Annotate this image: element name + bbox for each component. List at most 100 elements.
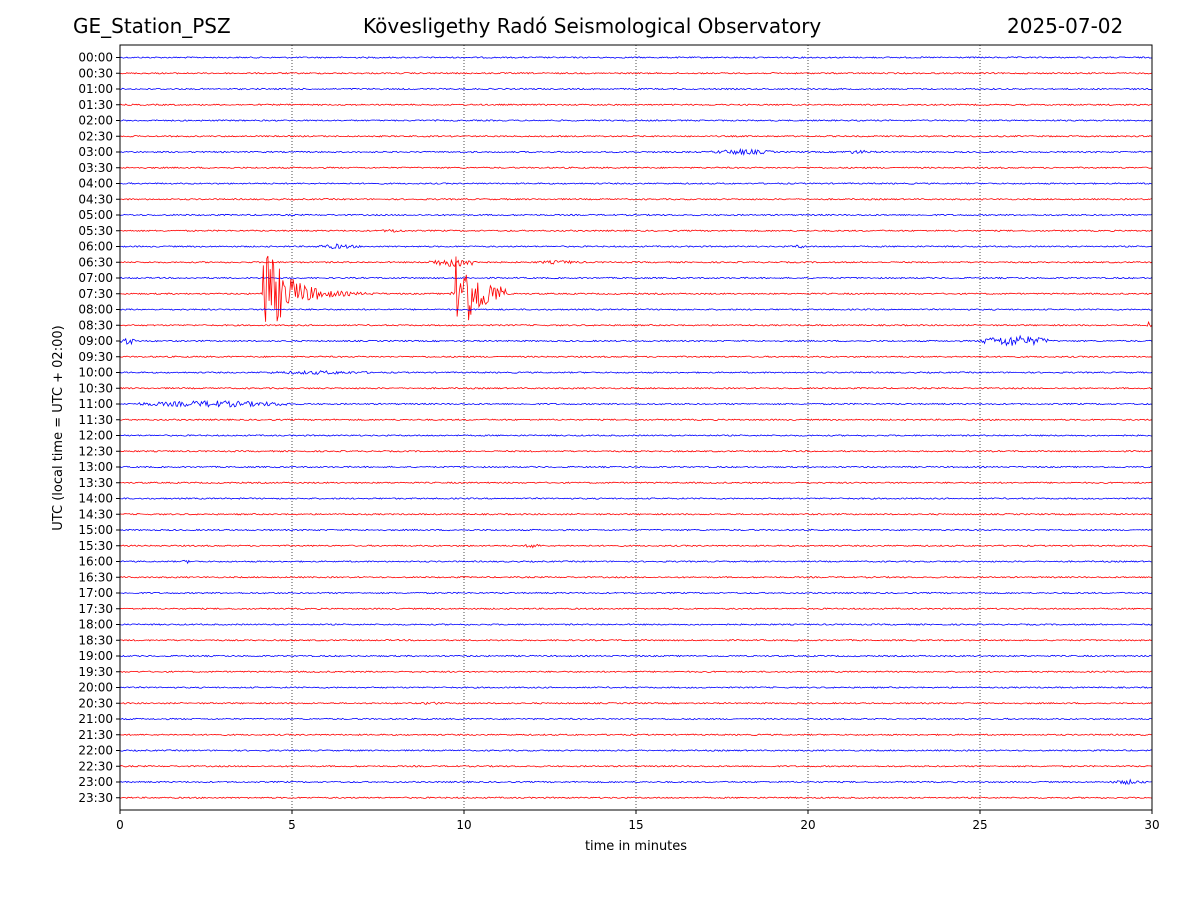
trace-1730 [119,607,1153,610]
x-tick-label: 30 [1144,818,1159,832]
x-tick-label: 20 [800,818,815,832]
trace-1700 [119,591,1153,595]
y-tick-label: 01:00 [78,82,113,96]
y-tick-label: 20:00 [78,681,113,695]
trace-0700 [119,276,1153,280]
y-tick-label: 14:00 [78,492,113,506]
trace-1330 [119,481,1153,485]
trace-1930 [119,670,1153,673]
y-tick-label: 19:30 [78,665,113,679]
y-tick-label: 07:30 [78,287,113,301]
y-tick-label: 23:30 [78,791,113,805]
trace-1530 [119,543,1153,549]
trace-0630 [119,258,1153,267]
trace-0000 [119,56,1153,59]
x-tick-label: 0 [116,818,124,832]
trace-1000 [119,369,1153,376]
trace-2030 [119,701,1153,705]
trace-1030 [119,386,1153,390]
trace-2200 [119,749,1153,752]
y-tick-label: 07:00 [78,271,113,285]
y-tick-label: 06:30 [78,255,113,269]
y-tick-label: 15:00 [78,523,113,537]
trace-1200 [119,434,1153,437]
y-tick-label: 14:30 [78,507,113,521]
trace-0830 [119,320,1153,328]
y-tick-label: 05:30 [78,224,113,238]
trace-1830 [119,638,1153,642]
y-tick-label: 03:30 [78,161,113,175]
y-tick-label: 18:00 [78,618,113,632]
grid-layer [291,45,981,810]
y-tick-label: 23:00 [78,775,113,789]
y-tick-label: 12:00 [78,429,113,443]
x-tick-label: 25 [972,818,987,832]
y-tick-label: 04:30 [78,192,113,206]
y-tick-label: 20:30 [78,696,113,710]
trace-0930 [119,355,1153,359]
trace-1800 [119,623,1153,626]
y-tick-label: 21:30 [78,728,113,742]
trace-0330 [119,166,1153,170]
trace-0730 [119,255,1153,322]
y-tick-label: 18:30 [78,633,113,647]
y-tick-label: 21:00 [78,712,113,726]
y-tick-label: 13:30 [78,476,113,490]
y-tick-label: 02:00 [78,114,113,128]
trace-0300 [119,147,1153,156]
trace-1100 [119,400,1153,408]
y-tick-label: 03:00 [78,145,113,159]
y-tick-label: 22:00 [78,744,113,758]
y-tick-label: 11:30 [78,413,113,427]
x-tick-label: 5 [288,818,296,832]
trace-1900 [119,654,1153,658]
y-axis-label: UTC (local time = UTC + 02:00) [51,325,66,530]
x-axis-label: time in minutes [585,839,687,854]
trace-0900 [119,334,1153,347]
y-tick-label: 19:00 [78,649,113,663]
trace-2130 [119,733,1153,737]
trace-2330 [119,796,1153,800]
trace-1430 [119,513,1153,516]
trace-0400 [119,182,1153,185]
trace-0530 [119,228,1153,233]
y-tick-label: 11:00 [78,397,113,411]
trace-0130 [119,103,1153,106]
trace-2230 [119,764,1153,768]
trace-1400 [119,497,1153,500]
trace-2000 [119,686,1153,689]
y-tick-label: 00:30 [78,66,113,80]
y-tick-label: 09:00 [78,334,113,348]
y-tick-label: 10:30 [78,381,113,395]
trace-1230 [119,449,1153,453]
y-tick-label: 05:00 [78,208,113,222]
y-tick-label: 10:00 [78,366,113,380]
y-tick-label: 16:30 [78,570,113,584]
y-tick-label: 12:30 [78,444,113,458]
trace-0430 [119,198,1153,201]
trace-2300 [119,778,1153,786]
x-tick-label: 15 [628,818,643,832]
trace-0800 [119,308,1153,311]
observatory-title: Kövesligethy Radó Seismological Observat… [363,14,822,38]
y-tick-label: 17:30 [78,602,113,616]
y-tick-label: 15:30 [78,539,113,553]
trace-0100 [119,87,1153,91]
x-axis: 0 5 10 15 20 25 30 [116,810,1160,832]
x-tick-label: 10 [456,818,471,832]
trace-1300 [119,465,1153,469]
y-tick-label: 09:30 [78,350,113,364]
y-tick-label: 22:30 [78,759,113,773]
y-tick-label: 04:00 [78,177,113,191]
y-tick-label: 13:00 [78,460,113,474]
station-title: GE_Station_PSZ [73,14,231,38]
y-tick-label: 08:30 [78,318,113,332]
y-tick-label: 02:30 [78,129,113,143]
trace-0200 [119,119,1153,122]
y-tick-label: 00:00 [78,51,113,65]
y-tick-label: 01:30 [78,98,113,112]
trace-0600 [119,243,1153,250]
trace-1630 [119,575,1153,579]
